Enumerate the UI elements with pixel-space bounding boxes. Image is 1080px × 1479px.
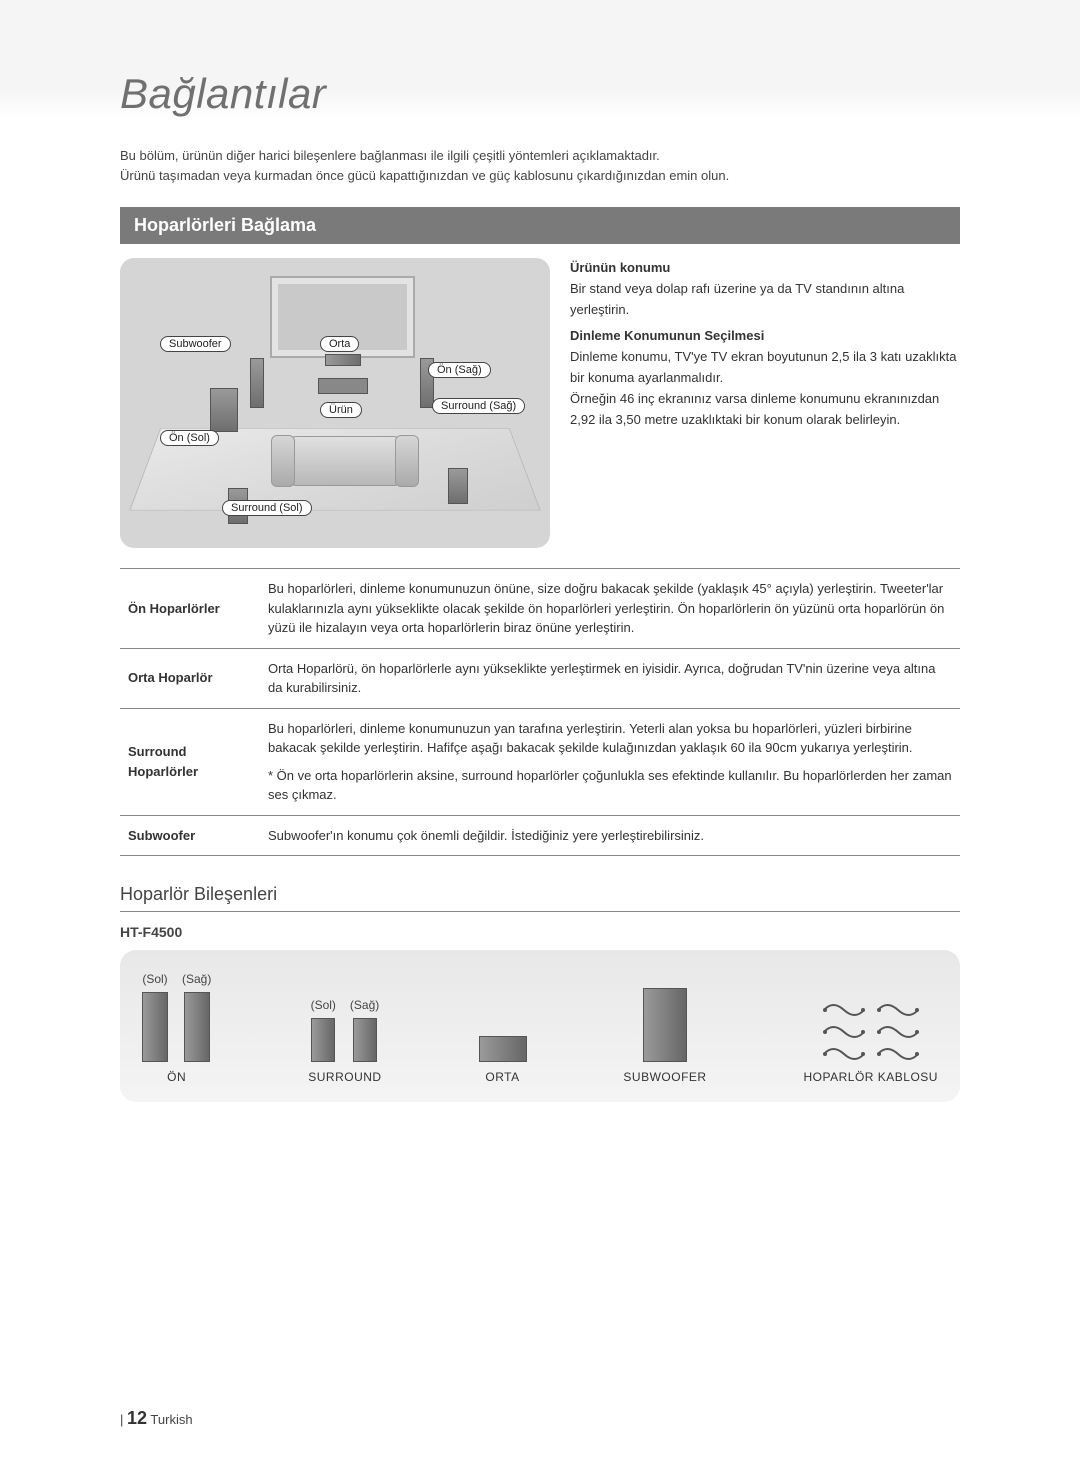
speaker-layout-diagram: Subwoofer Orta Ön (Sağ) Ürün Surround (S… <box>120 258 550 548</box>
cell-val-p1: Bu hoparlörleri, dinleme konumunuzun yan… <box>268 719 952 758</box>
center-group: ORTA <box>479 1036 527 1084</box>
page: Bağlantılar Bu bölüm, ürünün diğer haric… <box>0 0 1080 1479</box>
surround-right-shape <box>448 468 468 504</box>
speaker-table: Ön Hoparlörler Bu hoparlörleri, dinleme … <box>120 568 960 856</box>
label-front-right: Ön (Sağ) <box>428 362 491 378</box>
cell-key: Surround Hoparlörler <box>120 708 260 815</box>
front-left-shape <box>250 358 264 408</box>
surround-left-icon <box>311 1018 335 1062</box>
table-row: Ön Hoparlörler Bu hoparlörleri, dinleme … <box>120 569 960 649</box>
cell-val: Bu hoparlörleri, dinleme konumunuzun yan… <box>260 708 960 815</box>
label-sag: (Sağ) <box>182 972 211 986</box>
unit-shape <box>318 378 368 394</box>
front-right-icon <box>184 992 210 1062</box>
section-heading: Hoparlörleri Bağlama <box>120 207 960 244</box>
table-row: Subwoofer Subwoofer'ın konumu çok önemli… <box>120 815 960 856</box>
intro-line-2: Ürünü taşımadan veya kurmadan önce gücü … <box>120 166 960 186</box>
cell-val: Bu hoparlörleri, dinleme konumunuzun önü… <box>260 569 960 649</box>
placement-h1: Ürünün konumu <box>570 258 960 279</box>
cell-key: Orta Hoparlör <box>120 648 260 708</box>
center-shape <box>325 354 361 366</box>
label-sol: (Sol) <box>142 972 167 986</box>
label-center: Orta <box>320 336 359 352</box>
sofa-shape <box>290 436 400 486</box>
front-group: (Sol) (Sağ) ÖN <box>142 972 211 1084</box>
cable-icon <box>822 1002 866 1018</box>
placement-p1: Bir stand veya dolap rafı üzerine ya da … <box>570 281 904 317</box>
cell-val: Orta Hoparlörü, ön hoparlörlerle aynı yü… <box>260 648 960 708</box>
label-cable: HOPARLÖR KABLOSU <box>803 1070 937 1084</box>
label-surround-right: Surround (Sağ) <box>432 398 525 414</box>
cell-val-p2: * Ön ve orta hoparlörlerin aksine, surro… <box>268 766 952 805</box>
surround-group: (Sol) (Sağ) SURROUND <box>308 998 381 1084</box>
placement-text: Ürünün konumu Bir stand veya dolap rafı … <box>570 258 960 548</box>
placement-p2: Dinleme konumu, TV'ye TV ekran boyutunun… <box>570 349 956 385</box>
center-icon <box>479 1036 527 1062</box>
subwoofer-group: SUBWOOFER <box>623 988 706 1084</box>
table-row: Surround Hoparlörler Bu hoparlörleri, di… <box>120 708 960 815</box>
label-front-left: Ön (Sol) <box>160 430 219 446</box>
label-surround-left: Surround (Sol) <box>222 500 312 516</box>
cell-key: Ön Hoparlörler <box>120 569 260 649</box>
components-panel: (Sol) (Sağ) ÖN (Sol) (Sağ) <box>120 950 960 1102</box>
subwoofer-icon <box>643 988 687 1062</box>
label-subwoofer: SUBWOOFER <box>623 1070 706 1084</box>
label-surround: SURROUND <box>308 1070 381 1084</box>
cable-icon <box>822 1024 866 1040</box>
surround-right-icon <box>353 1018 377 1062</box>
model-number: HT-F4500 <box>120 924 960 940</box>
label-orta: ORTA <box>485 1070 519 1084</box>
cable-icon <box>876 1024 920 1040</box>
label-unit: Ürün <box>320 402 362 418</box>
front-left-icon <box>142 992 168 1062</box>
cable-icon <box>876 1046 920 1062</box>
subheading: Hoparlör Bileşenleri <box>120 884 960 912</box>
intro-line-1: Bu bölüm, ürünün diğer harici bileşenler… <box>120 146 960 166</box>
cable-icon <box>876 1002 920 1018</box>
label-subwoofer: Subwoofer <box>160 336 231 352</box>
label-on: ÖN <box>167 1070 186 1084</box>
layout-row: Subwoofer Orta Ön (Sağ) Ürün Surround (S… <box>120 258 960 548</box>
cable-icon <box>822 1046 866 1062</box>
page-number: 12 <box>127 1408 147 1428</box>
placement-h2: Dinleme Konumunun Seçilmesi <box>570 326 960 347</box>
intro-text: Bu bölüm, ürünün diğer harici bileşenler… <box>120 146 960 185</box>
label-sag: (Sağ) <box>350 998 379 1012</box>
cell-key: Subwoofer <box>120 815 260 856</box>
placement-p3: Örneğin 46 inç ekranınız varsa dinleme k… <box>570 391 939 427</box>
page-footer: | 12 Turkish <box>120 1408 193 1429</box>
subwoofer-shape <box>210 388 238 432</box>
cable-group: HOPARLÖR KABLOSU <box>803 1002 937 1084</box>
page-title: Bağlantılar <box>120 70 960 118</box>
table-row: Orta Hoparlör Orta Hoparlörü, ön hoparlö… <box>120 648 960 708</box>
cell-val: Subwoofer'ın konumu çok önemli değildir.… <box>260 815 960 856</box>
page-lang: Turkish <box>150 1412 192 1427</box>
label-sol: (Sol) <box>311 998 336 1012</box>
